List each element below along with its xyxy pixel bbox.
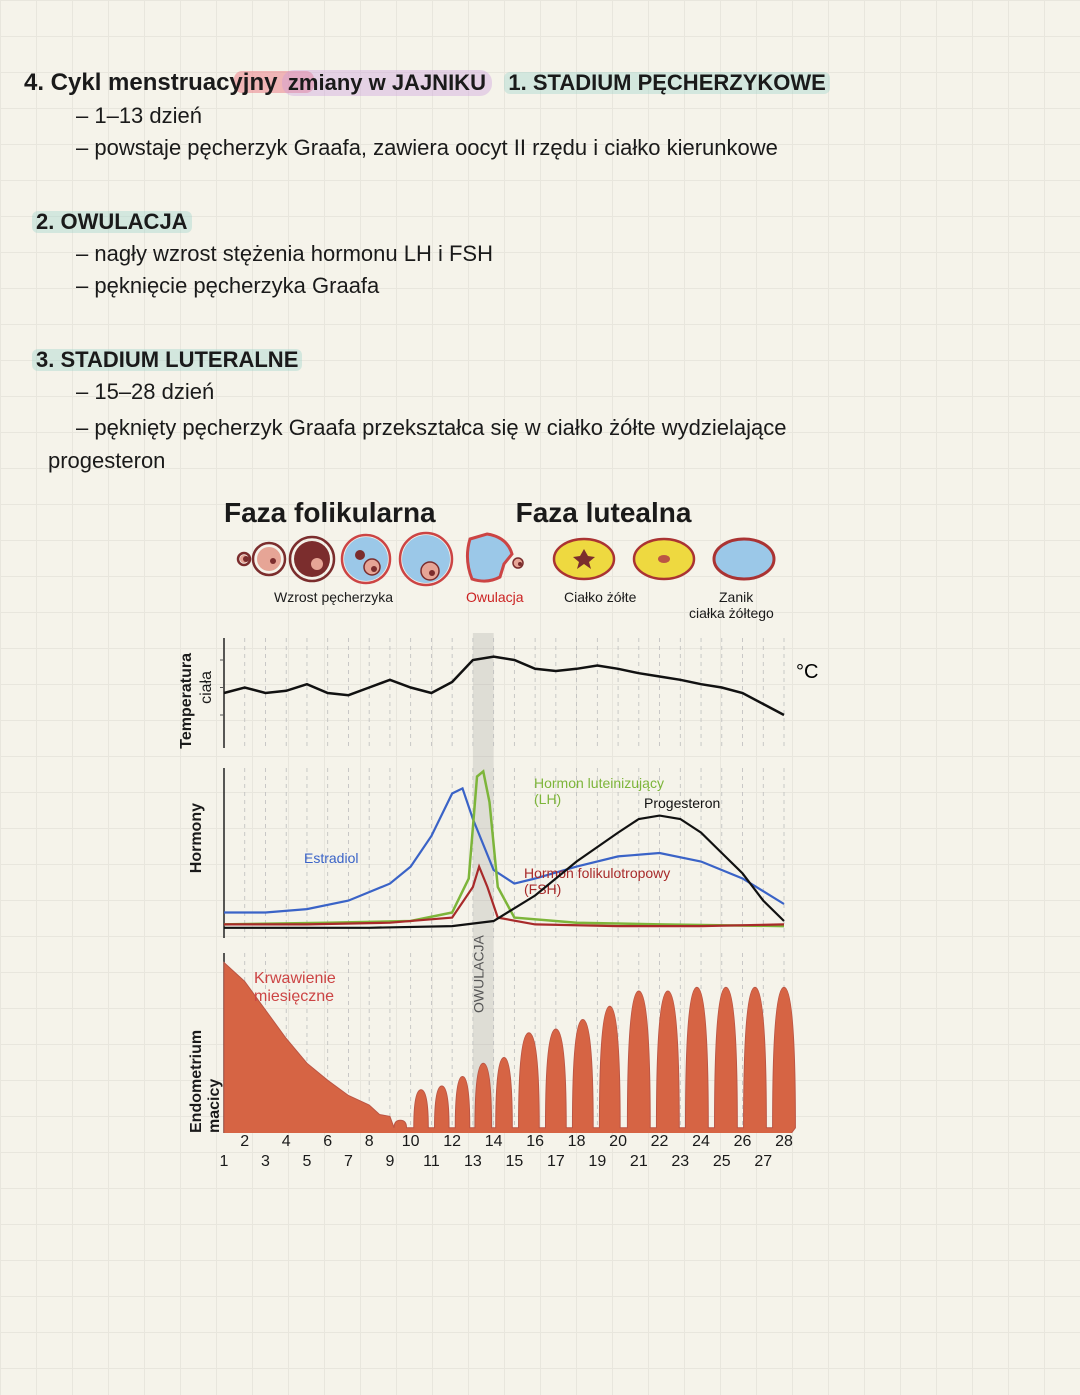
section-subtitle: zmiany w JAJNIKU bbox=[282, 70, 492, 96]
section-1-head: 1. STADIUM PĘCHERZYKOWE bbox=[504, 70, 829, 96]
section-2-bullet-1: – nagły wzrost stężenia hormonu LH i FSH bbox=[76, 241, 1056, 267]
vlabel-hormony: Hormony bbox=[188, 803, 206, 873]
svg-text:Krwawienie: Krwawienie bbox=[254, 970, 336, 987]
vlabel-ciala: ciała bbox=[198, 671, 216, 704]
section-3-bullet-1: – 15–28 dzień bbox=[76, 379, 1056, 405]
section-2-bullet-2: – pęknięcie pęcherzyka Graafa bbox=[76, 273, 1056, 299]
svg-text:Hormon folikulotropowy: Hormon folikulotropowy bbox=[524, 865, 670, 881]
vlabel-temperatura: Temperatura bbox=[178, 653, 196, 749]
label-cialko: Ciałko żółte bbox=[564, 589, 636, 605]
cycle-diagram: Faza folikularna Faza lutealna Wzrost pę… bbox=[184, 497, 964, 1177]
section-1-bullet-2: – powstaje pęcherzyk Graafa, zawiera ooc… bbox=[76, 135, 1056, 161]
page-title: 4. Cykl menstruacyjny bbox=[24, 69, 277, 97]
vlabel-endometrium: Endometrium macicy bbox=[188, 973, 224, 1133]
svg-text:Hormon luteinizujący: Hormon luteinizujący bbox=[534, 775, 664, 791]
label-zanik-1: Zanik bbox=[719, 589, 753, 605]
svg-text:(LH): (LH) bbox=[534, 791, 561, 807]
phase-luteal-title: Faza lutealna bbox=[516, 497, 692, 529]
label-wzrost: Wzrost pęcherzyka bbox=[274, 589, 393, 605]
svg-text:Estradiol: Estradiol bbox=[304, 850, 358, 866]
x-axis-ticks: 2468101214161820222426281357911131517192… bbox=[214, 1133, 964, 1177]
follicle-row bbox=[214, 529, 814, 589]
chart-panels: °C Estradiol Hormon luteinizujący(LH) Hormo… bbox=[214, 633, 834, 1133]
svg-text:Progesteron: Progesteron bbox=[644, 795, 720, 811]
label-zanik-2: ciałka żółtego bbox=[689, 605, 774, 621]
section-1-bullet-1: – 1–13 dzień bbox=[76, 103, 1056, 129]
svg-text:OWULACJA: OWULACJA bbox=[470, 935, 486, 1013]
phase-follicular-title: Faza folikularna bbox=[224, 497, 436, 529]
svg-text:miesięczne: miesięczne bbox=[254, 988, 334, 1005]
svg-text:°C: °C bbox=[796, 661, 818, 683]
label-owulacja: Owulacja bbox=[466, 589, 524, 605]
section-3-bullet-2: – pęknięty pęcherzyk Graafa przekształca… bbox=[76, 411, 1056, 477]
section-3-head: 3. STADIUM LUTERALNE bbox=[32, 347, 302, 373]
section-2-head: 2. OWULACJA bbox=[32, 209, 192, 235]
